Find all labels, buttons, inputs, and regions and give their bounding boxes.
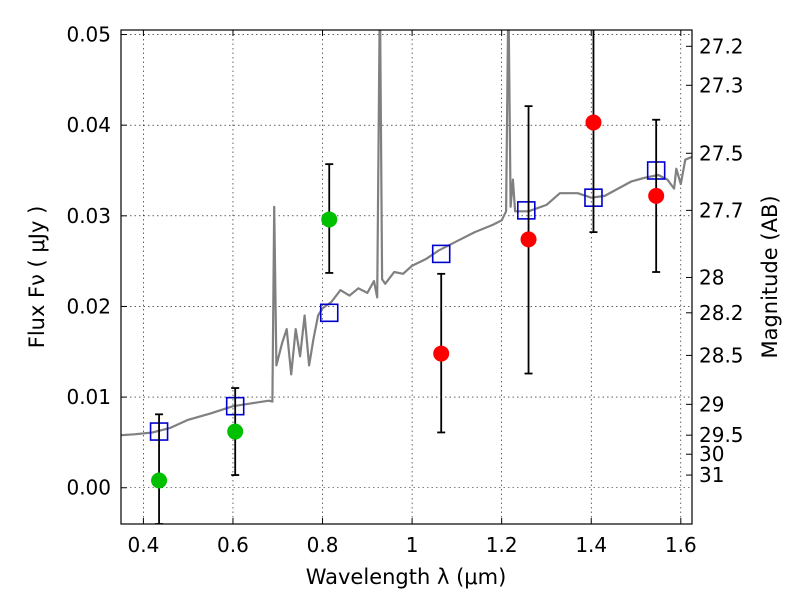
y-tick-label: 0.00 <box>66 476 111 500</box>
y2-tick-label: 31 <box>699 463 724 487</box>
x-tick-label: 0.8 <box>307 533 339 557</box>
data-point <box>648 187 665 204</box>
y-axis-left: 0.00 0.01 0.02 0.03 0.04 0.05 <box>66 23 127 500</box>
x-tick-label: 0.6 <box>217 533 249 557</box>
x-tick-label: 0.4 <box>127 533 159 557</box>
y-tick-label: 0.02 <box>66 294 111 318</box>
plot-background <box>121 30 692 524</box>
x-tick-label: 1 <box>406 533 419 557</box>
y-tick-label: 0.05 <box>66 23 111 47</box>
y2-tick-label: 27.2 <box>699 34 744 58</box>
y2-tick-label: 27.3 <box>699 73 744 97</box>
data-point <box>151 472 168 489</box>
x-tick-label: 1.6 <box>665 533 697 557</box>
data-point <box>585 114 602 131</box>
y2-tick-label: 30 <box>699 442 724 466</box>
y2-tick-label: 29.5 <box>699 423 744 447</box>
y2-axis-label: Magnitude (AB) <box>758 195 782 358</box>
y-axis-label: Flux Fν ( μJy ) <box>25 206 49 349</box>
x-tick-label: 1.4 <box>575 533 607 557</box>
x-tick-label: 1.2 <box>486 533 518 557</box>
y2-tick-label: 28 <box>699 265 724 289</box>
x-axis: 0.4 0.6 0.8 1 1.2 1.4 1.6 <box>127 30 697 557</box>
data-point <box>433 345 450 362</box>
y2-tick-label: 29 <box>699 392 724 416</box>
data-point <box>321 211 338 228</box>
data-point <box>227 423 244 440</box>
y2-tick-label: 28.2 <box>699 301 744 325</box>
y2-tick-label: 27.5 <box>699 141 744 165</box>
x-axis-label: Wavelength λ (μm) <box>306 565 507 589</box>
y-tick-label: 0.01 <box>66 385 111 409</box>
model-square-marker <box>319 303 339 323</box>
y2-tick-label: 27.7 <box>699 198 744 222</box>
model-square-marker <box>431 244 451 264</box>
data-point <box>520 231 537 248</box>
model-square-marker <box>516 201 536 220</box>
grid <box>121 30 692 524</box>
y2-tick-label: 28.5 <box>699 343 744 367</box>
series-layer <box>121 30 692 524</box>
y-tick-label: 0.03 <box>66 204 111 228</box>
y-tick-label: 0.04 <box>66 113 111 137</box>
